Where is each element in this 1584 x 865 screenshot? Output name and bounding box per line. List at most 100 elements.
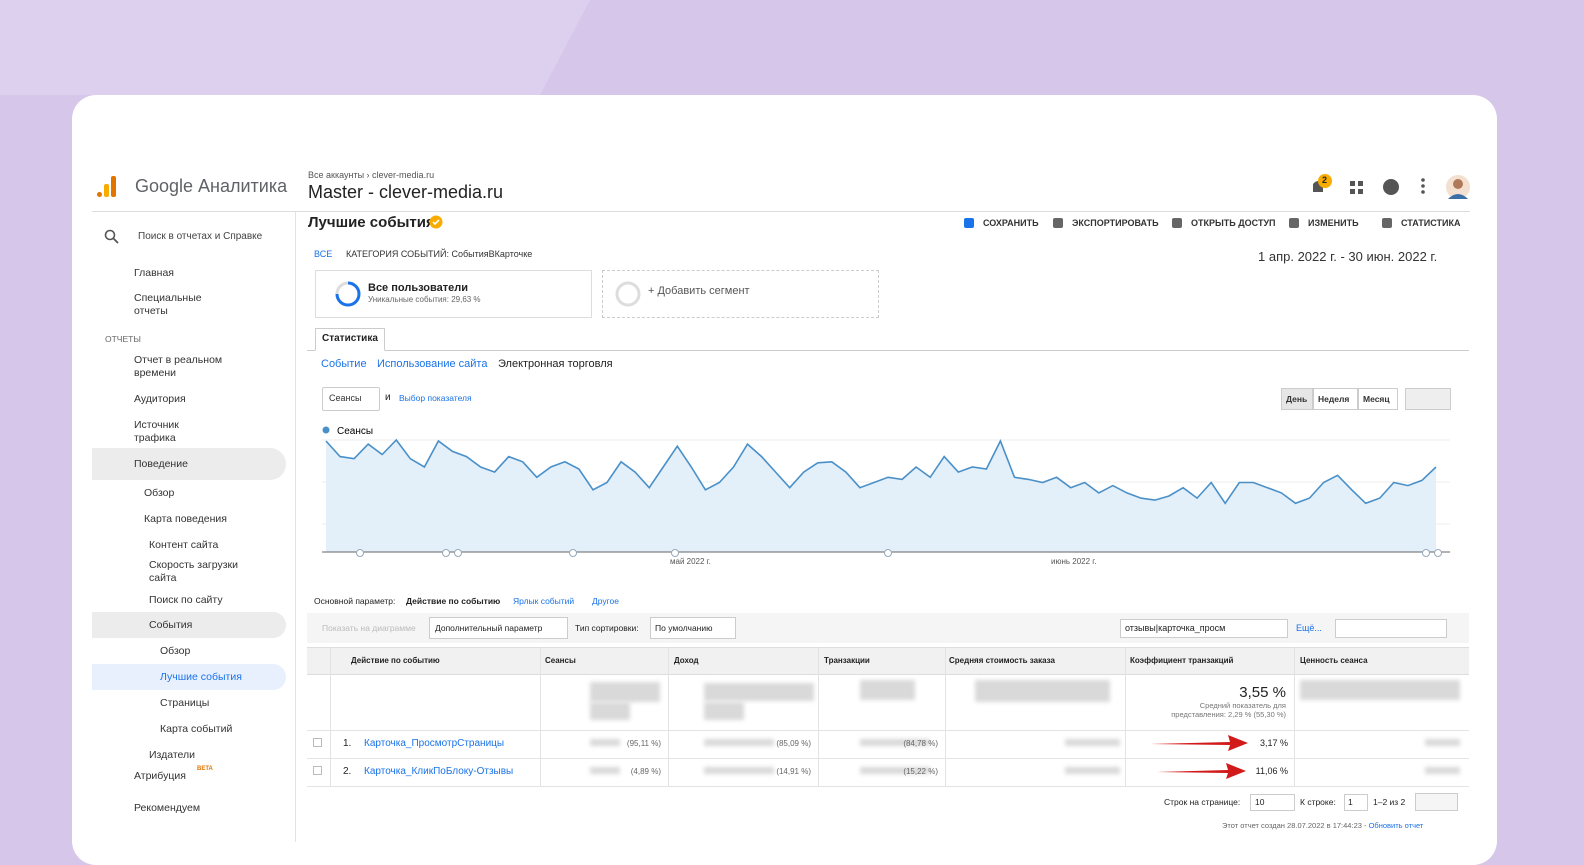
column-header[interactable]: Ценность сеанса xyxy=(1300,656,1368,665)
nav-item: ОТЧЕТЫ xyxy=(105,334,141,344)
date-range[interactable]: 1 апр. 2022 г. - 30 июн. 2022 г. xyxy=(1258,249,1438,264)
subtab[interactable]: Событие xyxy=(321,358,367,370)
annotation-marker xyxy=(671,549,679,557)
choose-metric[interactable]: Выбор показателя xyxy=(399,393,472,403)
nav-item[interactable]: Обзор xyxy=(160,645,191,657)
annotation-marker xyxy=(884,549,892,557)
nav-item[interactable]: Лучшие события xyxy=(160,671,242,683)
column-header[interactable]: Транзакции xyxy=(824,656,870,665)
nav-item[interactable]: Скорость загрузки сайта xyxy=(149,559,238,584)
more[interactable]: Ещё... xyxy=(1296,623,1322,633)
share: (4,89 %) xyxy=(630,767,661,776)
nav-item[interactable]: Поведение xyxy=(134,458,188,470)
footer-created: Этот отчет создан 28.07.2022 в 17:44:23 … xyxy=(1222,821,1423,830)
sort-label: Тип сортировки: xyxy=(575,623,639,633)
and-label: и xyxy=(385,392,391,403)
row-name[interactable]: Карточка_КликПоБлоку-Отзывы xyxy=(364,766,514,777)
goto-value: 1 xyxy=(1348,797,1353,807)
column-border xyxy=(818,647,819,786)
redacted xyxy=(704,767,774,774)
nav-item[interactable]: Рекомендуем xyxy=(134,802,201,814)
goto-input[interactable] xyxy=(1344,794,1368,811)
alt-dimension[interactable]: Ярлык событий xyxy=(513,596,575,606)
x-label: май 2022 г. xyxy=(670,557,711,566)
crumb-all[interactable]: ВСЕ xyxy=(314,249,333,259)
alt-dimension[interactable]: Другое xyxy=(592,596,620,606)
period-button[interactable] xyxy=(1281,388,1313,410)
action-icon xyxy=(1172,218,1182,228)
nav-item[interactable]: Главная xyxy=(134,267,174,279)
period-button[interactable] xyxy=(1358,388,1398,410)
period-button[interactable] xyxy=(1313,388,1358,410)
breadcrumb[interactable]: Все аккаунты › clever-media.ru xyxy=(308,170,435,180)
total-rate: 3,55 % xyxy=(1239,684,1286,701)
column-header[interactable]: Средняя стоимость заказа xyxy=(949,656,1055,665)
row-index: 2. xyxy=(343,766,352,777)
redacted xyxy=(860,680,915,700)
sort-dropdown[interactable] xyxy=(650,617,736,639)
page-buttons[interactable] xyxy=(1415,793,1458,811)
nav-item[interactable]: Карта поведения xyxy=(144,513,227,525)
annotation-marker xyxy=(454,549,462,557)
legend-dot xyxy=(322,426,330,434)
column-header[interactable]: Действие по событию xyxy=(351,656,440,665)
action[interactable]: СОХРАНИТЬ xyxy=(983,218,1039,228)
nav-item[interactable]: Поиск по сайту xyxy=(149,594,223,606)
beta-badge: BETA xyxy=(197,766,213,772)
column-header[interactable]: Сеансы xyxy=(545,656,576,665)
nav-item[interactable]: Атрибуция xyxy=(134,770,186,782)
total-note: Средний показатель для представления: 2,… xyxy=(1171,701,1286,719)
column-border xyxy=(540,647,541,786)
rows-value: 10 xyxy=(1255,797,1265,807)
sort: По умолчанию xyxy=(655,623,713,633)
action[interactable]: СТАТИСТИКА xyxy=(1401,218,1461,228)
nav-item[interactable]: Страницы xyxy=(160,697,210,709)
action[interactable]: ЭКСПОРТИРОВАТЬ xyxy=(1072,218,1159,228)
nav-item[interactable]: Аудитория xyxy=(134,393,186,405)
nav-item[interactable]: Специальные отчеты xyxy=(134,292,202,317)
subtab[interactable]: Использование сайта xyxy=(377,358,488,370)
arrow xyxy=(1157,763,1246,779)
column-header[interactable]: Коэффициент транзакций xyxy=(1130,656,1234,665)
secondary-dropdown[interactable] xyxy=(429,617,568,639)
metric-dropdown[interactable] xyxy=(322,387,380,411)
nav-item[interactable]: Обзор xyxy=(144,487,175,499)
background xyxy=(0,0,1584,842)
segment-box[interactable] xyxy=(315,270,592,318)
x-label: июнь 2022 г. xyxy=(1051,557,1097,566)
nav-item[interactable]: Издатели xyxy=(149,749,196,761)
column-border xyxy=(945,647,946,786)
tab[interactable] xyxy=(315,328,385,351)
chart: Сеансы xyxy=(322,426,1450,557)
chart-type-buttons[interactable] xyxy=(1405,388,1451,410)
action[interactable]: ИЗМЕНИТЬ xyxy=(1308,218,1359,228)
add-segment-box[interactable] xyxy=(602,270,879,318)
redacted xyxy=(1065,739,1120,746)
redacted xyxy=(1425,739,1460,746)
nav-item[interactable]: Контент сайта xyxy=(149,539,219,551)
row-name[interactable]: Карточка_ПросмотрСтраницы xyxy=(364,738,505,749)
column-header[interactable]: Доход xyxy=(674,656,699,665)
redacted xyxy=(590,702,630,720)
nav-item[interactable]: Карта событий xyxy=(160,723,233,735)
redacted xyxy=(704,739,774,746)
refresh-link[interactable]: Обновить отчет xyxy=(1368,821,1424,830)
app-name: Google Аналитика xyxy=(135,176,288,196)
rows-select[interactable] xyxy=(1250,794,1295,811)
nav-item[interactable]: Отчет в реальном времени xyxy=(134,354,223,379)
view-buttons[interactable] xyxy=(1335,619,1447,638)
share: (14,91 %) xyxy=(776,767,811,776)
annotation-marker xyxy=(442,549,450,557)
add-segment[interactable]: + Добавить сегмент xyxy=(648,285,750,297)
logo xyxy=(97,176,116,197)
nav-item[interactable]: События xyxy=(149,619,193,631)
nav-item[interactable]: Источник трафика xyxy=(134,419,179,444)
action[interactable]: ОТКРЫТЬ ДОСТУП xyxy=(1191,218,1276,228)
property-selector[interactable]: Master - clever-media.ru xyxy=(308,182,504,202)
segment-name: Все пользователи xyxy=(368,282,468,294)
search-box[interactable] xyxy=(1120,619,1288,638)
subtab[interactable]: Электронная торговля xyxy=(498,358,613,370)
legend: Сеансы xyxy=(337,426,373,437)
sidebar-search[interactable]: Поиск в отчетах и Справке xyxy=(138,231,263,242)
created: Этот отчет создан 28.07.2022 в 17:44:23 … xyxy=(1222,821,1367,830)
